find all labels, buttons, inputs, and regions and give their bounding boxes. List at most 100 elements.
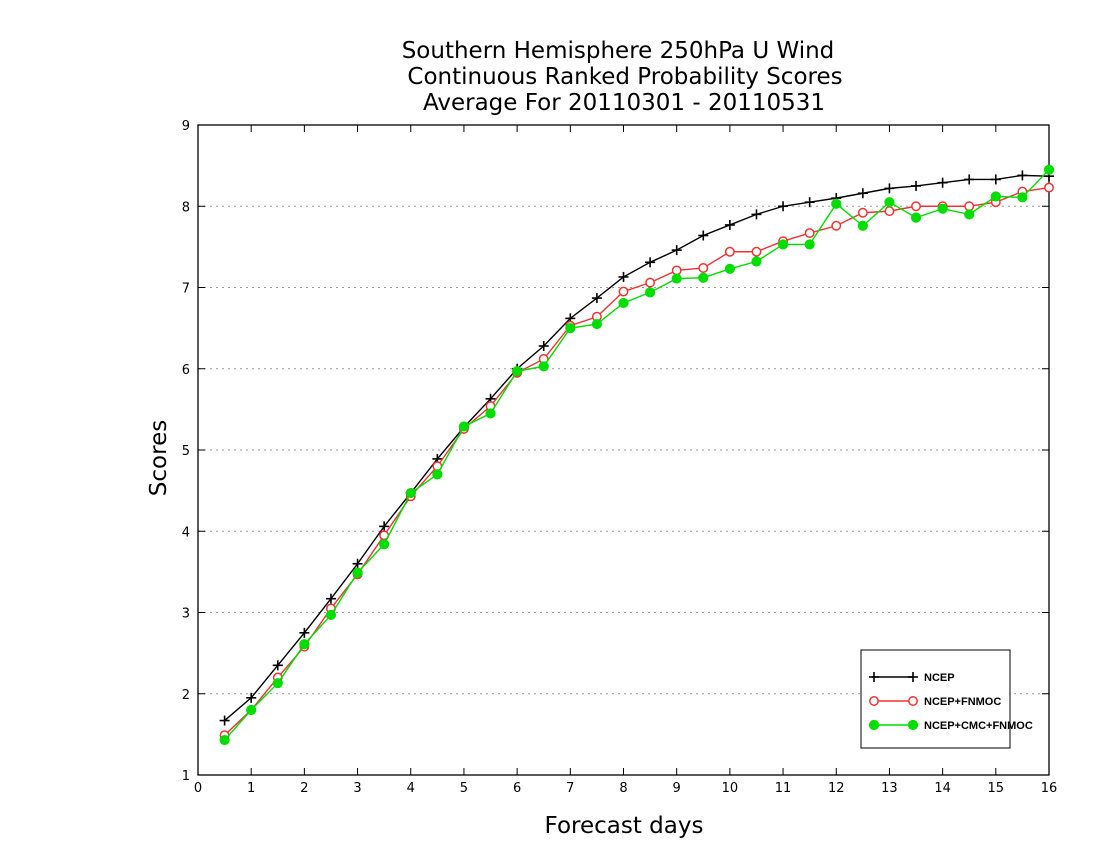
point-ncep-fnmoc-22	[804, 228, 815, 239]
x-tick-label-15: 15	[988, 781, 1005, 796]
x-tick-label-11: 11	[775, 781, 792, 796]
series-line-ncep-cmc-fnmoc	[224, 169, 1050, 741]
point-ncep-16	[645, 257, 656, 268]
point-ncep-5	[352, 558, 363, 569]
point-ncep-21	[778, 201, 789, 212]
x-axis-title: Forecast days	[545, 813, 704, 839]
y-tick-label-1: 1	[182, 769, 190, 784]
point-ncep-cmc-fnmoc-12	[538, 361, 549, 372]
point-ncep-6	[379, 521, 390, 532]
legend-label-ncep: NCEP	[924, 672, 955, 684]
series-line-ncep	[224, 174, 1050, 722]
point-ncep-cmc-fnmoc-20	[751, 256, 762, 267]
chart-title-line-3: Average For 20110301 - 20110531	[423, 90, 825, 116]
point-ncep-2	[272, 660, 283, 671]
point-ncep-fnmoc-19	[724, 246, 735, 257]
legend-marker-right-ncep-cmc-fnmoc	[907, 719, 919, 731]
point-ncep-cmc-fnmoc-18	[698, 272, 709, 283]
point-ncep-cmc-fnmoc-30	[1017, 192, 1028, 203]
point-ncep-fnmoc-20	[751, 246, 762, 257]
legend-label-ncep-fnmoc: NCEP+FNMOC	[924, 696, 1001, 708]
point-ncep-15	[618, 271, 629, 282]
point-ncep-29	[990, 174, 1001, 185]
x-tick-label-13: 13	[881, 781, 898, 796]
legend-marker-left-ncep-cmc-fnmoc	[868, 719, 880, 731]
point-ncep-cmc-fnmoc-31	[1043, 164, 1055, 175]
x-tick-label-0: 0	[194, 781, 202, 796]
point-ncep-4	[325, 593, 336, 604]
point-ncep-fnmoc-16	[645, 277, 656, 288]
point-ncep-cmc-fnmoc-6	[379, 539, 390, 550]
y-tick-label-2: 2	[182, 688, 190, 703]
y-tick-label-9: 9	[182, 119, 190, 134]
point-ncep-cmc-fnmoc-21	[777, 239, 789, 250]
point-ncep-cmc-fnmoc-28	[964, 209, 975, 220]
y-tick-label-3: 3	[182, 607, 190, 622]
point-ncep-fnmoc-23	[831, 220, 842, 231]
x-tick-label-9: 9	[673, 781, 681, 796]
point-ncep-fnmoc-24	[857, 207, 868, 218]
x-tick-label-7: 7	[566, 781, 574, 796]
series-ncep-cmc-fnmoc	[219, 164, 1055, 746]
x-tick-label-4: 4	[407, 781, 415, 796]
point-ncep-cmc-fnmoc-26	[910, 212, 922, 223]
legend-marker-right-ncep-fnmoc	[908, 696, 918, 706]
point-ncep-cmc-fnmoc-2	[272, 678, 283, 689]
point-ncep-fnmoc-17	[671, 265, 682, 276]
legend-box	[860, 649, 1011, 749]
point-ncep-3	[299, 627, 310, 638]
legend-marker-right-ncep	[908, 672, 918, 682]
legend: NCEP NCEP+FNMOC NCEP+CMC+FNMOC	[860, 649, 1033, 749]
x-tick-label-8: 8	[619, 781, 627, 796]
x-tick-label-12: 12	[828, 781, 845, 796]
point-ncep-fnmoc-25	[884, 206, 895, 217]
axes	[197, 124, 1050, 776]
legend-label-ncep-cmc-fnmoc: NCEP+CMC+FNMOC	[924, 720, 1033, 732]
point-ncep-19	[724, 219, 735, 230]
y-tick-label-5: 5	[182, 444, 190, 459]
legend-item-ncep-fnmoc: NCEP+FNMOC	[869, 696, 1001, 708]
point-ncep-cmc-fnmoc-14	[591, 318, 603, 330]
point-ncep-cmc-fnmoc-25	[884, 197, 895, 208]
legend-marker-left-ncep	[869, 672, 879, 682]
point-ncep-17	[671, 245, 682, 256]
point-ncep-cmc-fnmoc-5	[352, 567, 363, 578]
y-axis-title: Scores	[146, 420, 172, 496]
point-ncep-0	[219, 715, 230, 726]
point-ncep-1	[246, 692, 257, 703]
series-group	[219, 164, 1055, 746]
point-ncep-cmc-fnmoc-22	[804, 239, 815, 250]
point-ncep-cmc-fnmoc-13	[565, 323, 576, 334]
point-ncep-24	[857, 188, 868, 199]
point-ncep-26	[911, 180, 922, 191]
y-tick-label-7: 7	[182, 282, 190, 297]
x-tick-label-6: 6	[513, 781, 521, 796]
legend-marker-left-ncep-fnmoc	[869, 696, 879, 706]
point-ncep-fnmoc-26	[911, 201, 921, 212]
point-ncep-cmc-fnmoc-24	[857, 220, 868, 231]
x-tick-label-16: 16	[1041, 781, 1058, 796]
point-ncep-22	[804, 197, 815, 208]
point-ncep-fnmoc-28	[964, 201, 975, 212]
point-ncep-fnmoc-15	[618, 286, 629, 297]
x-tick-label-3: 3	[353, 781, 361, 796]
point-ncep-cmc-fnmoc-19	[724, 263, 735, 274]
point-ncep-cmc-fnmoc-8	[432, 469, 443, 480]
point-ncep-cmc-fnmoc-3	[299, 639, 310, 650]
y-tick-label-6: 6	[182, 363, 190, 378]
point-ncep-cmc-fnmoc-15	[618, 297, 629, 309]
point-ncep-28	[964, 174, 975, 185]
point-ncep-cmc-fnmoc-7	[405, 487, 416, 499]
point-ncep-cmc-fnmoc-1	[246, 704, 257, 716]
x-tick-label-10: 10	[722, 781, 739, 796]
point-ncep-cmc-fnmoc-29	[990, 191, 1001, 202]
chart-title: Southern Hemisphere 250hPa U Wind Contin…	[402, 38, 843, 116]
point-ncep-cmc-fnmoc-4	[325, 609, 337, 621]
legend-item-ncep: NCEP	[869, 672, 955, 684]
point-ncep-cmc-fnmoc-27	[937, 203, 948, 214]
point-ncep-fnmoc-18	[698, 263, 709, 273]
point-ncep-30	[1017, 170, 1028, 181]
x-tick-label-1: 1	[247, 781, 255, 796]
